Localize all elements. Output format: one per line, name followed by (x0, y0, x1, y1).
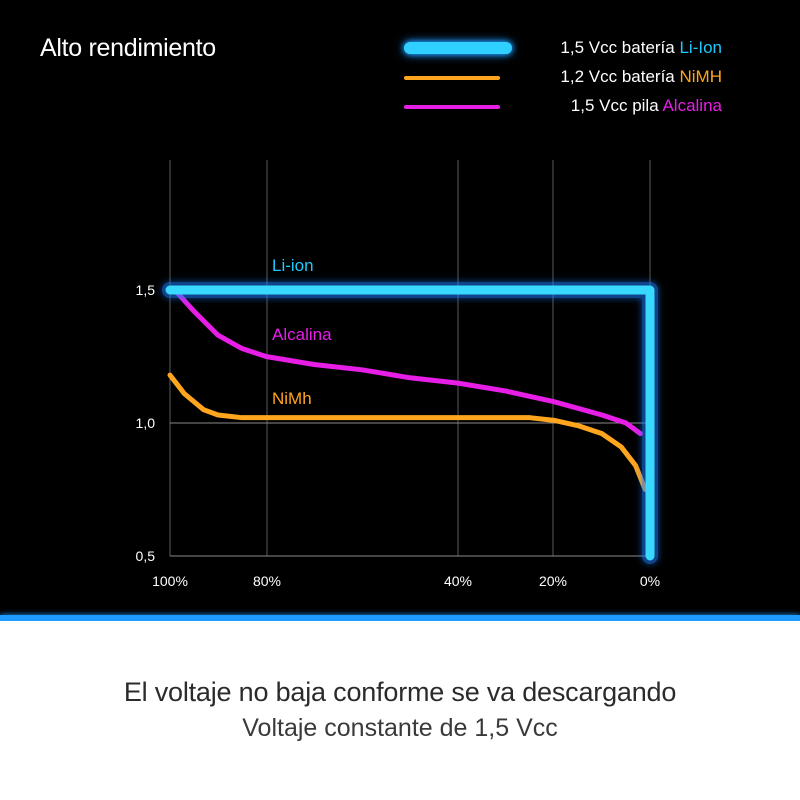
series-line-li-ion (165, 285, 655, 561)
chart-panel (0, 0, 800, 618)
footer-headline: El voltaje no baja conforme se va descar… (123, 677, 677, 707)
series-line-nimh (167, 372, 648, 492)
chart-title: Alto rendimiento (40, 34, 216, 62)
legend-swatch-nimh (404, 76, 500, 80)
legend-swatch-alcalina (404, 105, 500, 109)
accent-stripe (0, 615, 800, 621)
legend-item-li-ion: 1,5 Vcc batería Li-Ion (392, 36, 722, 65)
y-tick-label: 1,5 (136, 282, 156, 298)
legend-label-alcalina: 1,5 Vcc pila Alcalina (570, 96, 722, 115)
voltage-chart: 100% 80% 40% 20% 0% 1,5 1,0 0,5 Li-ion Alcalina Ni… (136, 160, 660, 589)
x-tick-label: 20% (539, 573, 567, 589)
x-tick-label: 40% (444, 573, 472, 589)
series-label-nimh: NiMh (272, 389, 312, 408)
legend-item-nimh: 1,2 Vcc batería NiMH (392, 65, 722, 94)
footer-subline: Voltaje constante de 1,5 Vcc (242, 714, 558, 742)
y-tick-label: 1,0 (136, 415, 156, 431)
footer: El voltaje no baja conforme se va descar… (0, 621, 800, 800)
series-label-li-ion: Li-ion (272, 256, 314, 275)
x-tick-label: 100% (152, 573, 188, 589)
legend-item-alcalina: 1,5 Vcc pila Alcalina (392, 94, 722, 123)
legend-swatch-li-ion (404, 42, 512, 54)
legend-label-li-ion: 1,5 Vcc batería Li-Ion (560, 38, 722, 57)
series-line-alcalina (172, 287, 643, 437)
legend-label-nimh: 1,2 Vcc batería NiMH (560, 67, 722, 86)
x-tick-label: 80% (253, 573, 281, 589)
x-tick-label: 0% (640, 573, 660, 589)
y-tick-label: 0,5 (136, 548, 156, 564)
legend: 1,5 Vcc batería Li-Ion 1,2 Vcc batería N… (392, 36, 722, 123)
series-label-alcalina: Alcalina (272, 325, 332, 344)
